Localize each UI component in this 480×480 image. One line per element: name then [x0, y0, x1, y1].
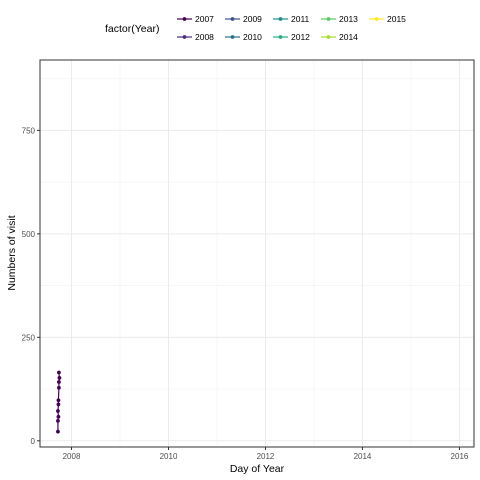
panel-background	[40, 60, 474, 447]
legend-item-2012: 2012	[273, 32, 310, 42]
legend-label: 2010	[243, 32, 262, 42]
legend-key-point	[230, 17, 235, 21]
legend-key-point	[182, 35, 187, 39]
legend-label: 2014	[339, 32, 358, 42]
data-point	[56, 419, 60, 423]
legend-item-2010: 2010	[225, 32, 262, 42]
legend-label: 2011	[291, 14, 310, 24]
legend-item-2007: 2007	[177, 14, 214, 24]
series-2007	[56, 370, 62, 434]
data-point	[57, 380, 61, 384]
y-tick-label: 0	[31, 437, 36, 446]
legend-key-point	[326, 17, 331, 21]
legend-title: factor(Year)	[105, 23, 159, 35]
legend-key-point	[182, 17, 187, 21]
legend-item-2013: 2013	[321, 14, 358, 24]
legend-key-point	[326, 35, 331, 39]
legend-label: 2008	[195, 32, 214, 42]
legend-label: 2009	[243, 14, 262, 24]
data-point	[56, 398, 61, 403]
y-axis-title: Numbers of visit	[6, 215, 18, 290]
y-tick-label: 250	[22, 333, 36, 342]
panel-border	[39, 59, 475, 448]
legend-label: 2013	[339, 14, 358, 24]
legend-key-point	[230, 35, 235, 39]
x-tick-label: 2012	[257, 452, 275, 461]
y-axis: 0 250 500 750	[22, 126, 40, 446]
data-point	[56, 429, 60, 434]
legend-key-point	[278, 17, 283, 21]
legend-label: 2007	[195, 14, 214, 24]
legend-item-2015: 2015	[369, 14, 406, 24]
legend-item-2008: 2008	[177, 32, 214, 42]
x-tick-label: 2016	[451, 452, 469, 461]
series-line	[57, 372, 60, 432]
legend-key-point	[374, 17, 379, 21]
x-tick-label: 2010	[160, 452, 178, 461]
x-axis-title: Day of Year	[230, 463, 285, 475]
data-point	[57, 375, 62, 380]
y-tick-label: 500	[22, 230, 36, 239]
legend-label: 2012	[291, 32, 310, 42]
data-point	[57, 370, 61, 375]
data-point	[56, 409, 60, 413]
legend-item-2011: 2011	[273, 14, 310, 24]
data-point	[56, 414, 61, 419]
data-point	[56, 402, 61, 407]
x-axis: 2008 2010 2012 2014 2016	[63, 447, 469, 461]
legend: factor(Year) 2007 2008 2009 2010 2011 2012 201…	[105, 14, 406, 42]
plot-panel	[39, 59, 475, 448]
legend-item-2009: 2009	[225, 14, 262, 24]
data-point	[57, 385, 61, 390]
legend-item-2014: 2014	[321, 32, 358, 42]
y-tick-label: 750	[22, 126, 36, 135]
legend-label: 2015	[387, 14, 406, 24]
x-tick-label: 2014	[354, 452, 372, 461]
x-tick-label: 2008	[63, 452, 81, 461]
legend-key-point	[278, 35, 283, 39]
